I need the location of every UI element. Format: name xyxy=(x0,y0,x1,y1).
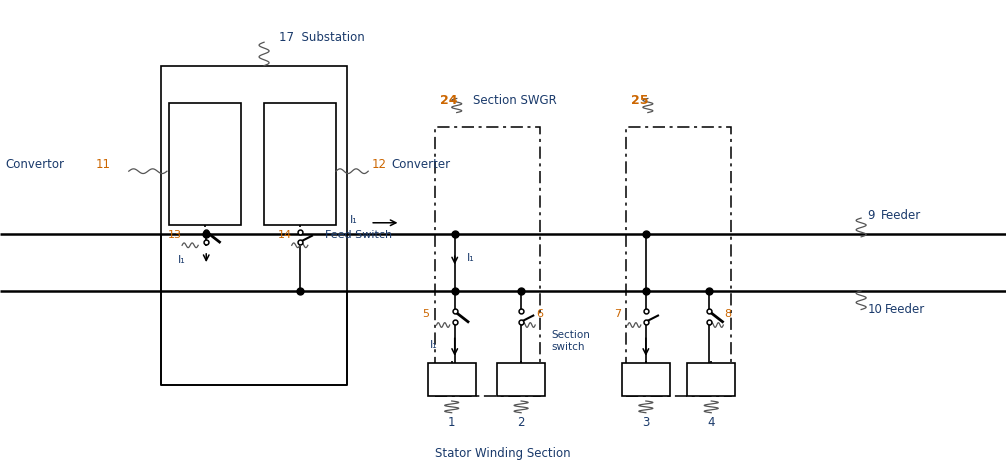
Text: I₁: I₁ xyxy=(430,340,438,350)
Text: Feeder: Feeder xyxy=(881,209,921,222)
Text: 11: 11 xyxy=(96,158,111,171)
Text: 10: 10 xyxy=(867,303,882,316)
Text: 24: 24 xyxy=(440,94,457,107)
Text: 2: 2 xyxy=(517,416,525,429)
Text: switch: switch xyxy=(551,342,584,352)
Text: Section: Section xyxy=(551,330,591,340)
Text: 5: 5 xyxy=(423,309,430,319)
Text: 8: 8 xyxy=(724,309,731,319)
Text: 4: 4 xyxy=(707,416,715,429)
Text: 7: 7 xyxy=(614,309,621,319)
Bar xyxy=(687,363,735,396)
Text: I₁: I₁ xyxy=(467,253,475,263)
Text: 17  Substation: 17 Substation xyxy=(279,31,365,44)
Bar xyxy=(497,363,545,396)
Text: 1: 1 xyxy=(448,416,456,429)
Bar xyxy=(626,127,731,396)
Text: Section SWGR: Section SWGR xyxy=(473,94,556,107)
Text: Feed Switch: Feed Switch xyxy=(325,229,392,240)
Bar xyxy=(622,363,670,396)
Text: Converter: Converter xyxy=(391,158,451,171)
Bar xyxy=(264,103,336,225)
Text: 6: 6 xyxy=(536,309,543,319)
Bar xyxy=(428,363,476,396)
Text: 3: 3 xyxy=(642,416,650,429)
Text: 12: 12 xyxy=(371,158,386,171)
Bar xyxy=(169,103,241,225)
Text: Convertor: Convertor xyxy=(5,158,64,171)
Text: I₁: I₁ xyxy=(350,215,358,226)
Text: 9: 9 xyxy=(867,209,874,222)
Text: 14: 14 xyxy=(278,229,292,240)
Bar xyxy=(161,66,347,385)
Text: 13: 13 xyxy=(168,229,182,240)
Bar xyxy=(435,127,540,396)
Text: 25: 25 xyxy=(631,94,648,107)
Text: I₁: I₁ xyxy=(178,255,186,265)
Text: Stator Winding Section: Stator Winding Section xyxy=(436,447,570,461)
Text: Feeder: Feeder xyxy=(885,303,926,316)
